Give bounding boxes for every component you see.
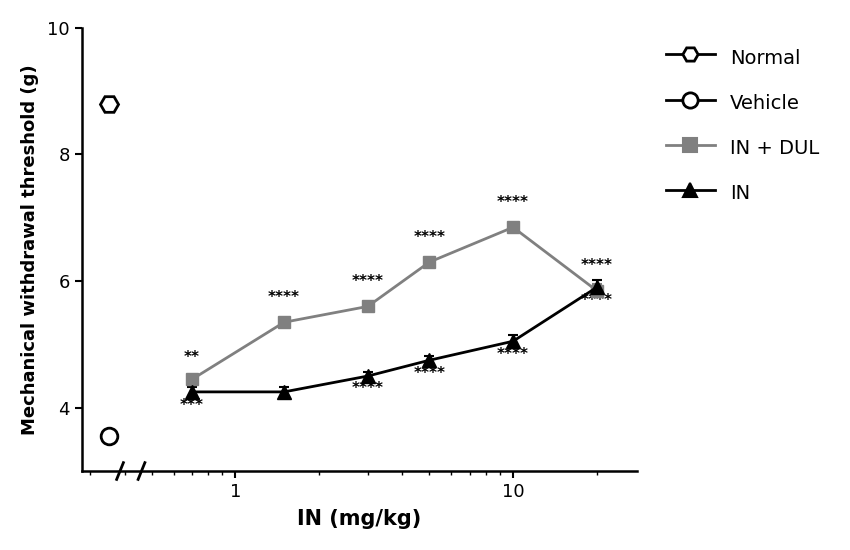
Text: **: ** [184, 350, 200, 365]
Text: ****: **** [268, 290, 300, 305]
Text: ****: **** [352, 381, 383, 397]
Text: ****: **** [352, 274, 383, 289]
Y-axis label: Mechanical withdrawal threshold (g): Mechanical withdrawal threshold (g) [21, 64, 39, 435]
Text: ***: *** [180, 398, 204, 413]
Text: ****: **** [413, 230, 445, 245]
Text: ****: **** [581, 258, 613, 273]
X-axis label: IN (mg/kg): IN (mg/kg) [298, 509, 422, 529]
Text: ****: **** [581, 293, 613, 307]
Text: ****: **** [497, 347, 529, 362]
Text: ****: **** [413, 366, 445, 381]
Legend: Normal, Vehicle, IN + DUL, IN: Normal, Vehicle, IN + DUL, IN [658, 37, 827, 212]
Text: ****: **** [497, 195, 529, 210]
